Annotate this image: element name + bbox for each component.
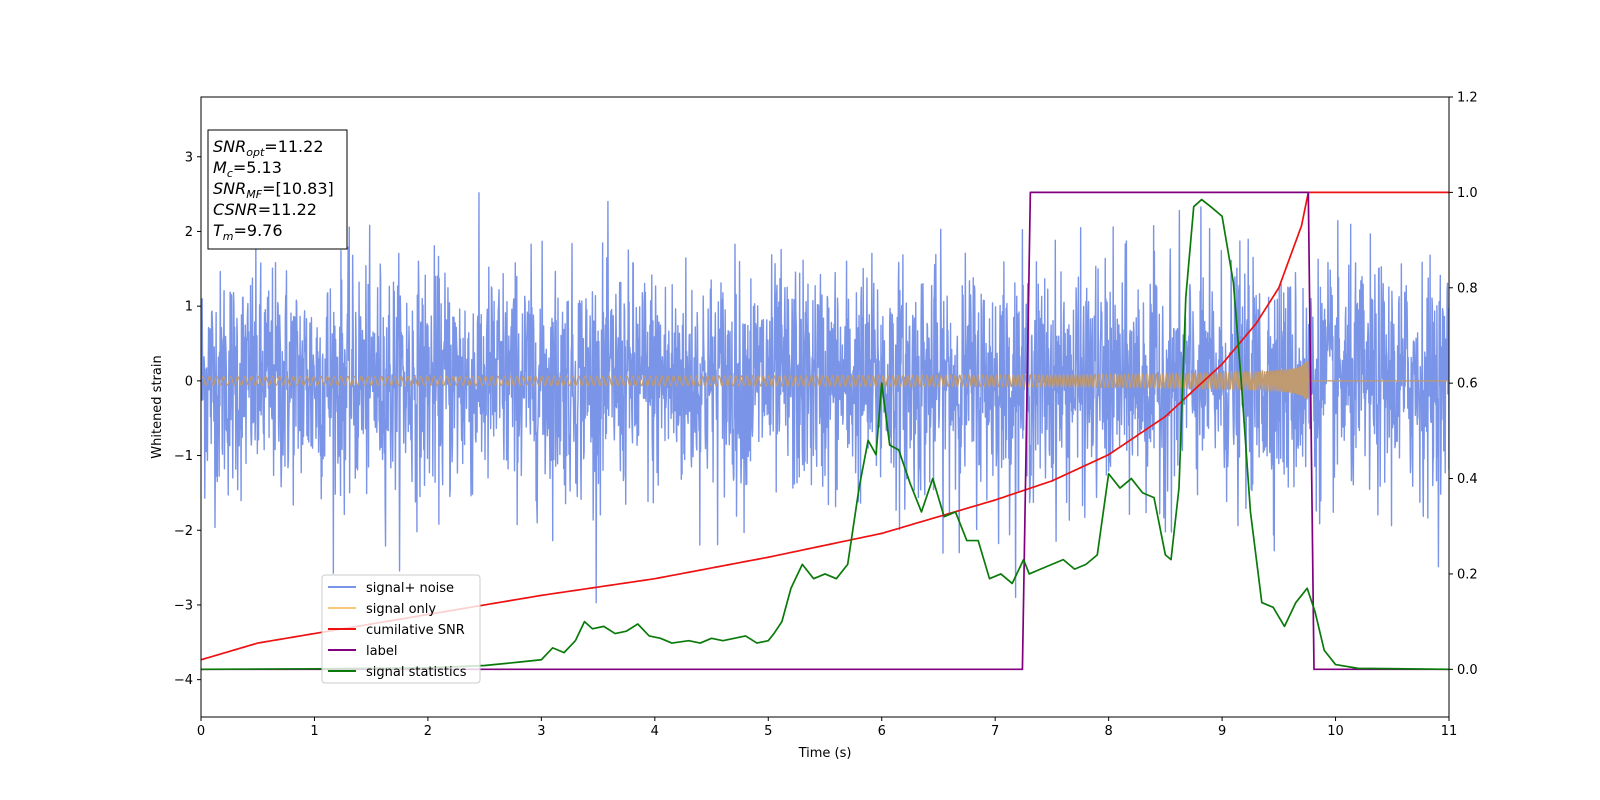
y-tick-label: 0 <box>185 374 193 389</box>
x-tick-label: 6 <box>878 724 886 739</box>
info-line: SNRMF=[10.83] <box>213 179 334 201</box>
x-axis-label: Time (s) <box>798 746 852 761</box>
y-axis-left: −4 −3 −2 −1 0 1 2 3 <box>174 150 201 688</box>
x-tick-label: 11 <box>1441 724 1458 739</box>
legend: signal+ noise signal only cumilative SNR la… <box>321 574 481 684</box>
info-line: Tm=9.76 <box>213 221 283 243</box>
plot-frame <box>200 96 1450 718</box>
y2-tick-label: 1.2 <box>1457 91 1478 106</box>
y-axis-right: 0.0 0.2 0.4 0.6 0.8 1.0 1.2 <box>1449 91 1478 678</box>
info-line: Mc=5.13 <box>213 158 282 180</box>
legend-entry: signal statistics <box>366 665 467 680</box>
series-label <box>201 191 1449 671</box>
y-tick-label: −4 <box>174 673 193 688</box>
y2-tick-label: 0.0 <box>1457 663 1478 678</box>
y-axis-label: Whitened strain <box>150 355 165 458</box>
y-tick-label: −2 <box>174 524 193 539</box>
y2-tick-label: 0.8 <box>1457 281 1478 296</box>
series-signal-statistics <box>201 198 1449 671</box>
legend-entry: signal+ noise <box>366 581 454 596</box>
y2-tick-label: 0.2 <box>1457 567 1478 582</box>
x-tick-label: 1 <box>310 724 318 739</box>
x-tick-label: 10 <box>1327 724 1344 739</box>
x-tick-label: 0 <box>197 724 205 739</box>
y-tick-label: 3 <box>185 150 193 165</box>
series-signal-noise <box>201 192 1449 604</box>
info-line: CSNR=11.22 <box>213 200 317 219</box>
legend-frame <box>321 574 481 684</box>
legend-entry: cumilative SNR <box>366 623 465 638</box>
y2-tick-label: 0.6 <box>1457 377 1478 392</box>
y-tick-label: −1 <box>174 449 193 464</box>
info-box-frame <box>207 129 348 250</box>
x-axis: 0 1 2 3 4 5 6 7 8 9 10 11 <box>197 717 1457 739</box>
y2-tick-label: 1.0 <box>1457 186 1478 201</box>
y-tick-label: 2 <box>185 225 193 240</box>
x-tick-label: 5 <box>764 724 772 739</box>
x-tick-label: 3 <box>537 724 545 739</box>
info-box: SNRopt=11.22Mc=5.13SNRMF=[10.83]CSNR=11.… <box>207 129 348 250</box>
y2-tick-label: 0.4 <box>1457 472 1478 487</box>
x-tick-label: 8 <box>1104 724 1112 739</box>
x-tick-label: 4 <box>651 724 659 739</box>
y-tick-label: 1 <box>185 300 193 315</box>
info-line: SNRopt=11.22 <box>213 137 324 159</box>
legend-entry: label <box>366 644 397 659</box>
x-tick-label: 2 <box>424 724 432 739</box>
y-tick-label: −3 <box>174 598 193 613</box>
x-tick-label: 7 <box>991 724 999 739</box>
x-tick-label: 9 <box>1218 724 1226 739</box>
legend-entry: signal only <box>366 602 436 617</box>
